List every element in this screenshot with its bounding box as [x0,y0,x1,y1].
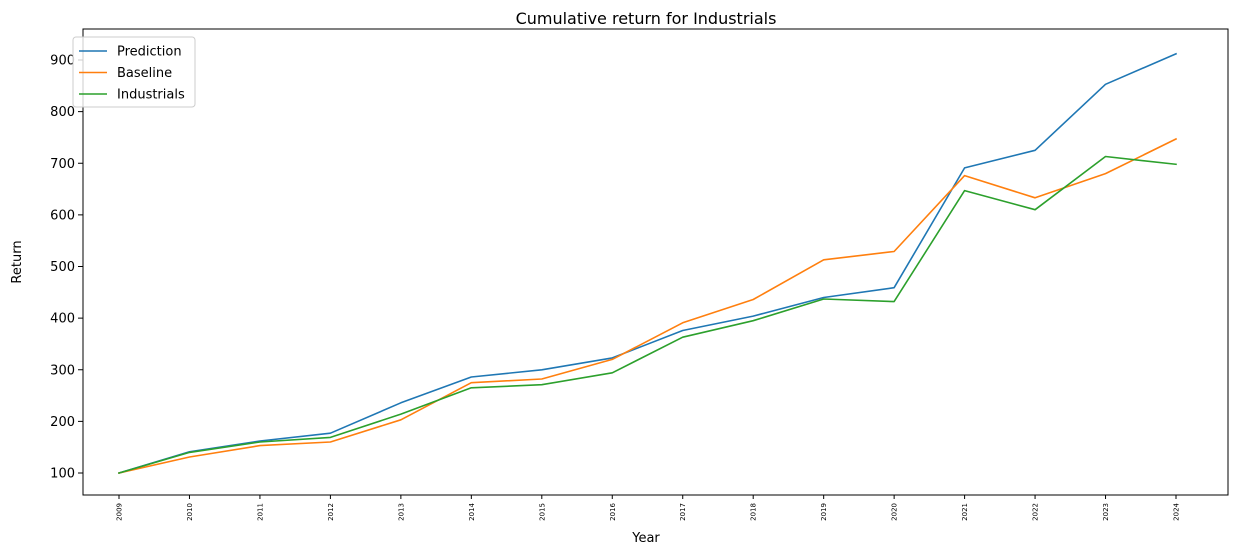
y-tick-label: 300 [50,363,75,378]
plot-area [83,29,1228,495]
y-tick-label: 500 [50,260,75,275]
y-axis-ticks: 100 200 300 400 500 600 700 800 900 [50,54,83,482]
series-line-industrials [118,155,1177,474]
legend: Prediction Baseline Industrials [72,36,196,108]
x-tick-label: 2009 [116,503,124,521]
x-tick-label: 2014 [468,502,476,520]
series-line-baseline [118,137,1178,474]
x-tick-label: 2022 [1032,503,1040,521]
x-tick-label: 2019 [820,503,828,521]
y-tick-label: 900 [50,54,75,69]
y-tick-label: 600 [50,208,75,223]
plot-frame [82,28,1229,496]
x-tick-label: 2010 [186,503,194,521]
y-tick-label: 100 [50,467,75,482]
legend-label-baseline: Baseline [117,66,172,81]
series-lines [118,52,1178,474]
y-tick-label: 200 [50,415,75,430]
x-axis-label: Year [631,531,660,546]
series-line-prediction [118,52,1178,474]
x-tick-label: 2018 [750,503,758,521]
x-tick-label: 2024 [1173,502,1181,520]
x-tick-label: 2013 [397,503,405,521]
x-tick-label: 2023 [1102,503,1110,521]
legend-label-prediction: Prediction [117,45,182,60]
y-tick-label: 400 [50,312,75,327]
y-tick-label: 800 [50,105,75,120]
chart-title: Cumulative return for Industrials [516,9,777,28]
x-tick-label: 2016 [609,502,617,520]
x-axis-ticks: 2009 2010 2011 2012 2013 2014 2015 2016 2017 2018… [116,495,1181,521]
x-tick-label: 2011 [256,503,264,521]
x-tick-label: 2017 [679,503,687,521]
y-tick-label: 700 [50,157,75,172]
y-axis-label: Return [10,240,25,283]
legend-label-industrials: Industrials [117,88,185,103]
x-tick-label: 2012 [327,503,335,521]
legend-box [72,36,196,108]
x-tick-label: 2020 [891,503,899,521]
x-tick-label: 2021 [961,503,969,521]
x-tick-label: 2015 [538,503,546,521]
